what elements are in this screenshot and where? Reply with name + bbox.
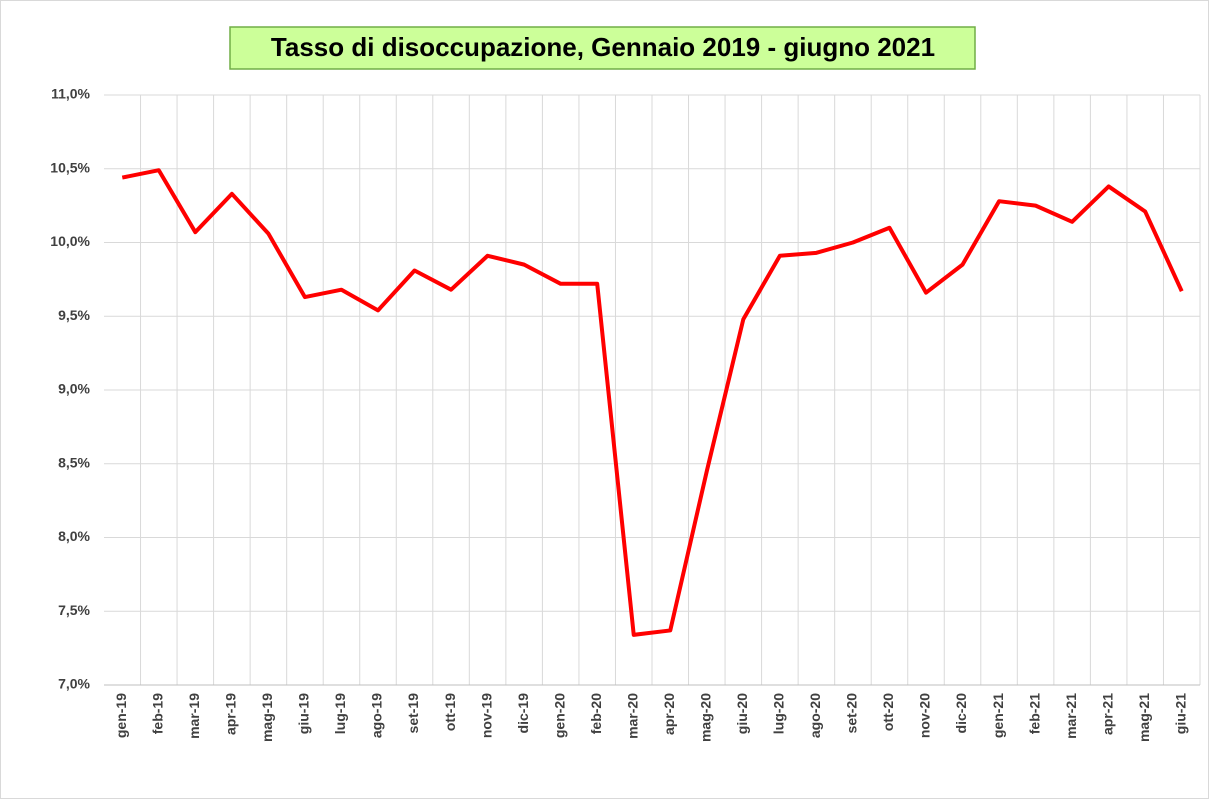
x-tick-label: feb-21	[1026, 693, 1042, 734]
chart-title: Tasso di disoccupazione, Gennaio 2019 - …	[271, 32, 935, 62]
x-tick-label: feb-19	[150, 693, 166, 734]
y-tick-label: 7,5%	[58, 602, 90, 618]
x-tick-label: nov-19	[478, 693, 494, 738]
x-tick-label: ago-20	[807, 693, 823, 738]
x-tick-label: set-19	[405, 693, 421, 734]
x-tick-label: ago-19	[369, 693, 385, 738]
y-tick-label: 9,0%	[58, 381, 90, 397]
x-tick-label: giu-20	[734, 693, 750, 734]
y-tick-label: 8,5%	[58, 454, 90, 470]
x-tick-label: ott-20	[880, 693, 896, 731]
x-tick-label: giu-21	[1172, 693, 1188, 734]
x-tick-label: mar-19	[186, 693, 202, 739]
y-tick-label: 10,5%	[50, 159, 90, 175]
x-tick-label: nov-20	[917, 693, 933, 738]
x-tick-label: dic-19	[515, 693, 531, 734]
y-tick-label: 7,0%	[58, 676, 90, 692]
x-tick-label: dic-20	[953, 693, 969, 734]
x-tick-label: mag-19	[259, 693, 275, 742]
x-tick-label: apr-19	[223, 693, 239, 735]
x-tick-label: lug-19	[332, 693, 348, 734]
x-tick-label: gen-21	[990, 693, 1006, 738]
y-tick-label: 8,0%	[58, 528, 90, 544]
y-tick-label: 10,0%	[50, 233, 90, 249]
x-tick-label: mar-21	[1063, 693, 1079, 739]
x-tick-label: ott-19	[442, 693, 458, 731]
x-tick-label: mar-20	[624, 693, 640, 739]
x-tick-label: feb-20	[588, 693, 604, 734]
x-tick-label: gen-19	[113, 693, 129, 738]
x-tick-label: mag-21	[1136, 693, 1152, 742]
x-tick-label: gen-20	[551, 693, 567, 738]
data-line	[121, 168, 1184, 637]
title-box	[229, 26, 976, 70]
x-tick-label: lug-20	[771, 693, 787, 734]
x-tick-label: mag-20	[698, 693, 714, 742]
x-tick-label: giu-19	[296, 693, 312, 734]
x-tick-label: set-20	[844, 693, 860, 734]
x-tick-label: apr-21	[1099, 693, 1115, 735]
x-tick-label: apr-20	[661, 693, 677, 735]
y-tick-label: 9,5%	[58, 307, 90, 323]
y-tick-label: 11,0%	[51, 86, 90, 102]
